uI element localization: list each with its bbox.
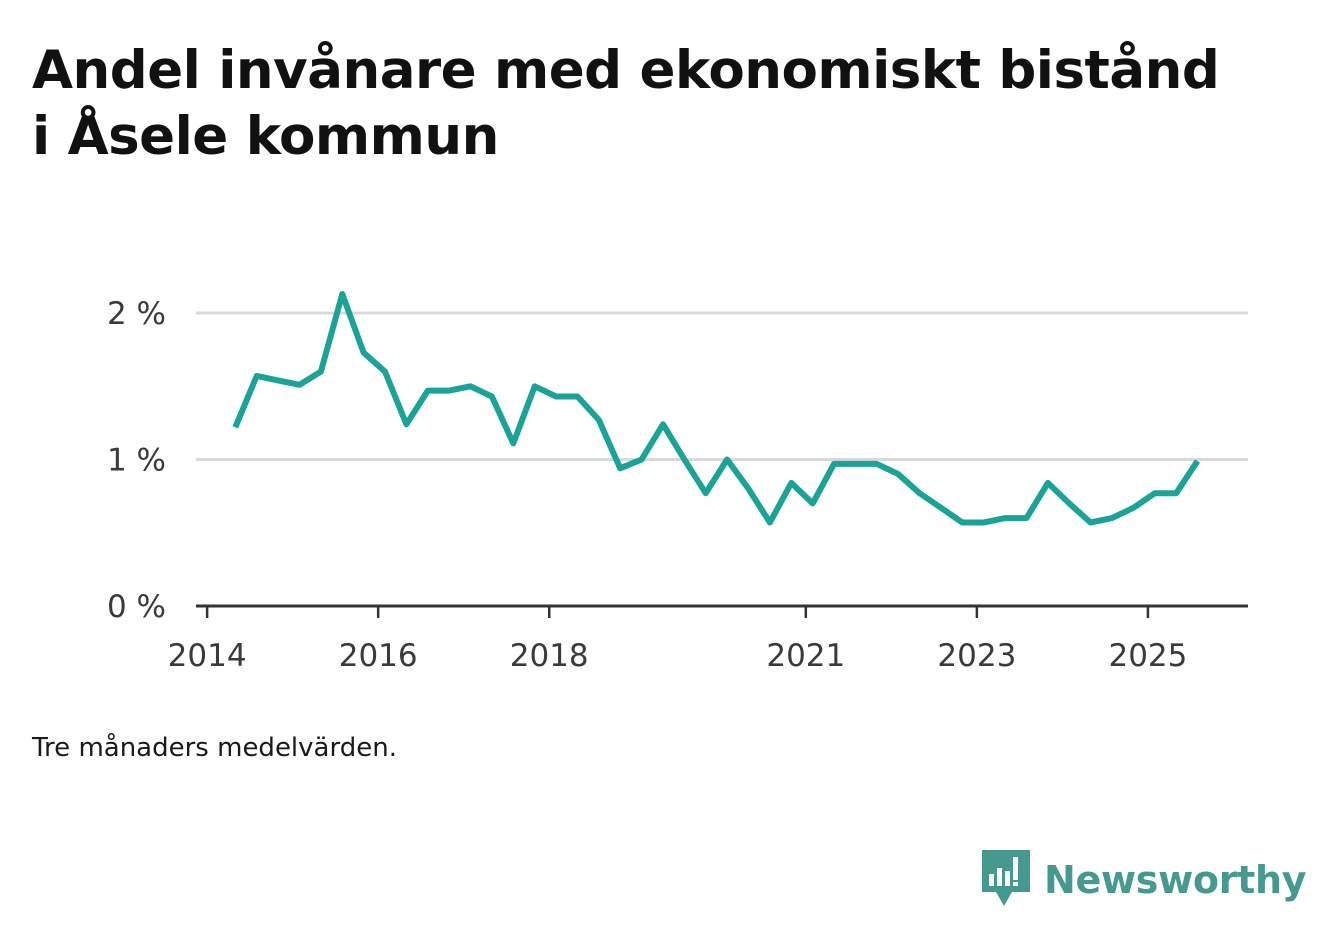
x-tick-label: 2016 [339,638,418,674]
y-tick-label: 2 % [107,296,166,332]
x-axis-ticks [205,606,1150,618]
chart-caption: Tre månaders medelvärden. [32,733,397,763]
x-tick-label: 2023 [937,638,1016,674]
y-tick-label: 0 % [107,589,166,625]
x-axis-labels: 2014 2016 2018 2021 2023 2025 [168,638,1188,674]
brand-name: Newsworthy [1044,858,1307,902]
y-axis-labels: 0 % 1 % 2 % [107,296,166,625]
x-tick-label: 2021 [766,638,845,674]
brand-logo: Newsworthy [980,848,1307,912]
y-tick-label: 1 % [107,443,166,479]
gridlines [196,311,1248,461]
newsworthy-logo-icon [982,850,1030,906]
x-tick-label: 2014 [168,638,247,674]
series-line [232,291,1201,526]
x-tick-label: 2025 [1108,638,1187,674]
x-tick-label: 2018 [510,638,589,674]
chart-title: Andel invånare med ekonomiskt bistånd i … [32,40,1220,167]
